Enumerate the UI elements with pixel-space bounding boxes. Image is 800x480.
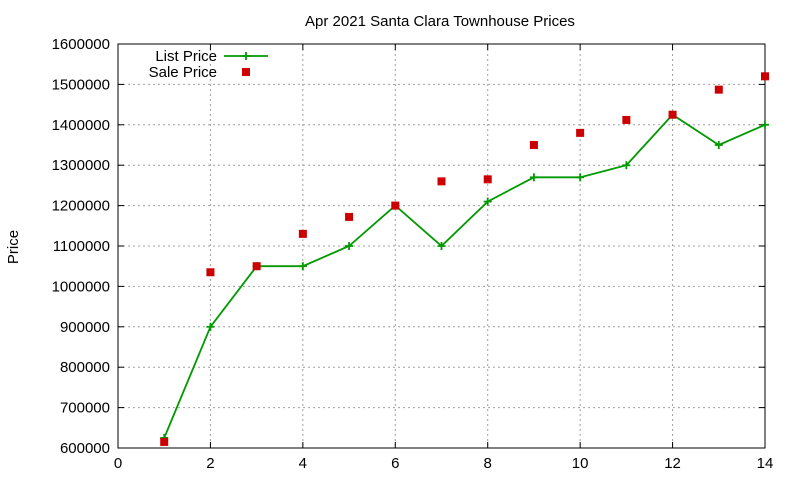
x-tick-label: 0 <box>114 455 122 472</box>
series-sale-price <box>160 72 769 446</box>
y-axis-label: Price <box>5 230 22 264</box>
x-axis: 0 2 4 6 8 10 12 14 <box>114 44 774 472</box>
list-price-point <box>622 161 631 170</box>
sale-price-point <box>761 72 769 81</box>
series-layer <box>160 72 769 446</box>
sale-price-point <box>529 141 538 149</box>
y-axis: 600000 700000 800000 900000 1000000 1100000 12… <box>52 36 765 457</box>
x-tick-label: 6 <box>391 455 399 472</box>
list-price-point <box>529 173 538 182</box>
y-tick-label: 700000 <box>60 400 110 417</box>
sale-price-point <box>298 229 307 238</box>
series-line <box>163 113 766 439</box>
x-tick-label: 2 <box>206 455 214 472</box>
sale-price-point <box>345 212 354 221</box>
list-price-point <box>298 262 307 271</box>
list-price-point <box>206 322 215 331</box>
x-tick-label: 4 <box>299 455 307 472</box>
chart-title: Apr 2021 Santa Clara Townhouse Prices <box>305 13 575 30</box>
x-tick-label: 14 <box>757 455 774 472</box>
x-tick-label: 10 <box>572 455 589 472</box>
y-tick-label: 1100000 <box>53 238 110 255</box>
grid-lines <box>118 44 765 448</box>
sale-price-point <box>668 110 677 119</box>
x-tick-label: 12 <box>664 455 681 472</box>
legend-label: List Price <box>155 48 217 65</box>
x-tick-label: 8 <box>484 455 492 472</box>
sale-price-point <box>206 268 215 277</box>
list-price-point <box>576 173 585 182</box>
sale-price-point <box>714 85 723 94</box>
list-price-point <box>345 242 354 250</box>
y-tick-label: 1300000 <box>52 157 110 174</box>
y-tick-label: 1000000 <box>52 278 110 295</box>
list-price-point <box>761 120 769 129</box>
y-tick-label: 800000 <box>60 359 110 376</box>
sale-price-point <box>622 115 631 124</box>
list-price-point <box>714 141 723 149</box>
y-tick-label: 1400000 <box>52 117 110 134</box>
y-tick-label: 600000 <box>60 440 110 457</box>
list-price-point <box>437 242 446 250</box>
y-tick-label: 900000 <box>60 319 110 336</box>
y-tick-label: 1500000 <box>52 76 110 93</box>
y-tick-label: 1600000 <box>52 36 110 53</box>
y-tick-label: 1200000 <box>52 198 110 215</box>
series-list-price <box>160 110 769 442</box>
sale-price-point <box>242 68 250 76</box>
list-price-point <box>483 197 492 206</box>
legend-label: Sale Price <box>149 64 217 81</box>
sale-price-point <box>252 262 261 271</box>
plot-frame <box>117 43 766 449</box>
sale-price-point <box>391 201 400 210</box>
sale-price-point <box>483 175 492 184</box>
sale-price-point <box>576 128 585 137</box>
sale-price-point <box>160 437 169 446</box>
list-price-point <box>242 52 250 60</box>
sale-price-point <box>437 177 446 186</box>
